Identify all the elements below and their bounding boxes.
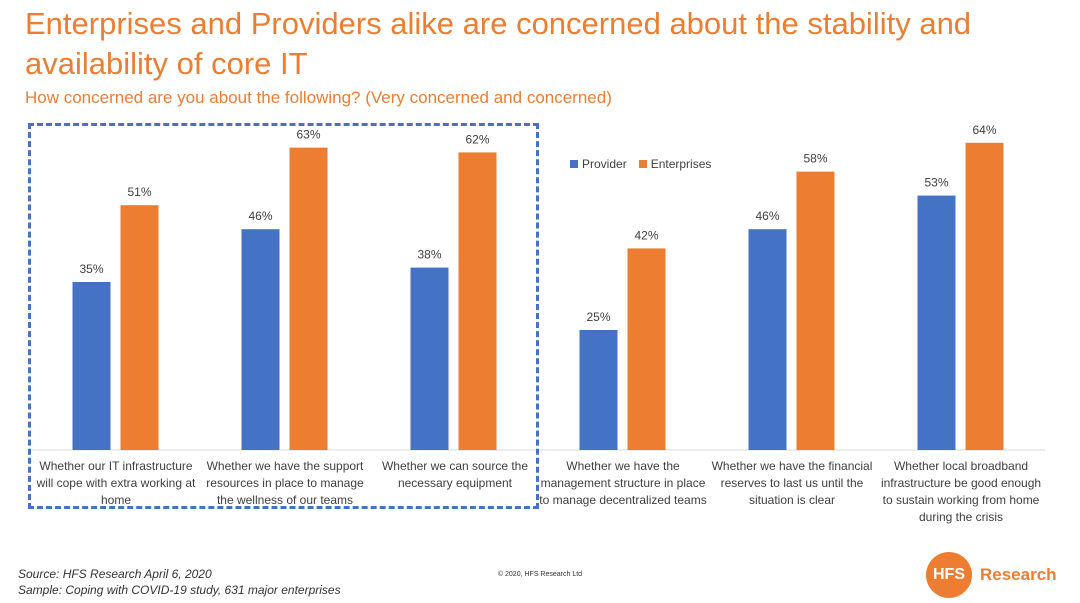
data-label: 63% xyxy=(296,128,320,142)
category-label: Whether local broadband infrastructure b… xyxy=(880,459,1042,524)
bar-enterprises xyxy=(965,142,1004,451)
data-label: 64% xyxy=(972,123,996,137)
legend-label-provider: Provider xyxy=(582,157,627,171)
bar-enterprises xyxy=(627,248,666,450)
category-label: Whether we have the management structure… xyxy=(539,459,707,507)
bar-provider xyxy=(579,330,618,450)
slide-subtitle: How concerned are you about the followin… xyxy=(25,88,612,107)
legend-item-enterprises: Enterprises xyxy=(638,157,712,171)
data-label: 58% xyxy=(803,152,827,166)
legend-label-enterprises: Enterprises xyxy=(650,157,712,171)
bar-provider xyxy=(748,229,787,450)
category-label: Whether we have the support resources in… xyxy=(206,459,364,507)
legend-swatch-provider xyxy=(570,160,578,168)
data-label: 38% xyxy=(417,248,441,262)
slide-title: Enterprises and Providers alike are conc… xyxy=(25,6,972,81)
logo-text: Research xyxy=(980,565,1057,584)
category-label: Whether we have the financial reserves t… xyxy=(711,459,873,507)
data-label: 35% xyxy=(79,262,103,276)
hfs-logo: HFS Research xyxy=(926,550,1057,600)
source-note: Source: HFS Research April 6, 2020 Sampl… xyxy=(18,566,341,598)
bar-provider xyxy=(410,267,449,450)
bar-enterprises xyxy=(458,152,497,450)
bar-provider xyxy=(72,282,111,450)
data-label: 51% xyxy=(127,185,151,199)
data-label: 62% xyxy=(465,132,489,146)
highlight-box xyxy=(28,123,539,509)
data-label: 25% xyxy=(586,310,610,324)
logo-mark: HFS xyxy=(926,552,972,598)
legend-swatch-enterprises xyxy=(638,160,647,168)
legend-item-provider: Provider xyxy=(570,157,627,171)
copyright-text: © 2020, HFS Research Ltd xyxy=(497,571,583,578)
bar-provider xyxy=(917,195,956,450)
source-line: Source: HFS Research April 6, 2020 xyxy=(18,567,212,581)
sample-line: Sample: Coping with COVID-19 study, 631 … xyxy=(18,583,341,597)
data-label: 42% xyxy=(634,228,658,242)
bar-provider xyxy=(241,229,280,450)
data-label: 46% xyxy=(248,209,272,223)
bar-enterprises xyxy=(796,171,835,450)
category-label: Whether our IT infrastructure will cope … xyxy=(36,459,196,507)
bar-enterprises xyxy=(289,147,328,450)
data-label: 46% xyxy=(755,209,779,223)
data-label: 53% xyxy=(924,176,948,190)
chart-legend: Provider Enterprises xyxy=(570,157,711,171)
bar-enterprises xyxy=(120,205,159,450)
category-label: Whether we can source the necessary equi… xyxy=(381,459,529,490)
